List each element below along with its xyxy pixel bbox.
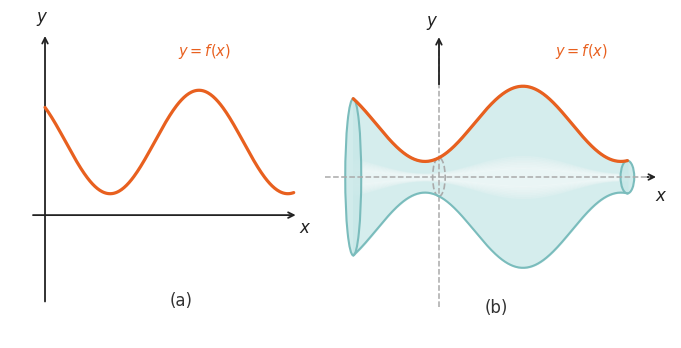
- Text: (a): (a): [170, 292, 193, 310]
- Text: $y = f(x)$: $y = f(x)$: [555, 42, 608, 61]
- Ellipse shape: [620, 161, 634, 193]
- Text: $x$: $x$: [299, 219, 311, 237]
- Ellipse shape: [345, 99, 361, 255]
- Text: $y$: $y$: [36, 10, 49, 28]
- Text: (b): (b): [484, 299, 508, 317]
- Text: $y$: $y$: [426, 14, 439, 32]
- Text: $x$: $x$: [655, 187, 668, 205]
- Text: $y = f(x)$: $y = f(x)$: [178, 41, 232, 61]
